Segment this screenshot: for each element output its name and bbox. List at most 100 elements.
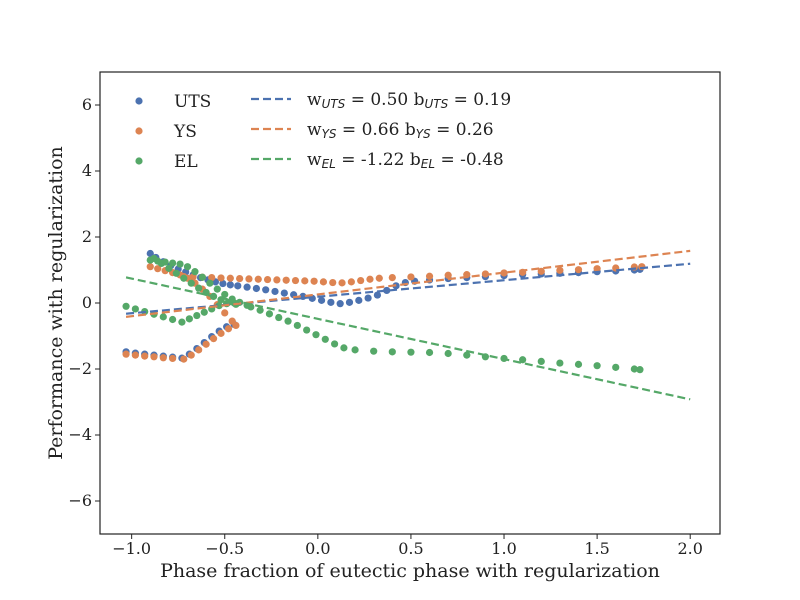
data-point-ys [273, 276, 281, 284]
data-point-ys [217, 329, 225, 337]
fit-line-el [125, 276, 691, 401]
data-point-el [215, 302, 223, 310]
data-point-el [303, 326, 311, 334]
x-tick-label: 1.5 [584, 539, 609, 558]
data-point-uts [271, 287, 279, 296]
data-point-el [388, 348, 396, 356]
y-tick-label: −6 [68, 491, 92, 510]
legend: UTS YS EL wUTS = 0.50 bUTS = 0.19 wYS = 0.66… [135, 90, 511, 172]
data-point-ys [169, 354, 177, 363]
data-point-ys [209, 335, 218, 343]
data-point-el [265, 310, 274, 318]
legend-fit-label-ys: wYS = 0.66 bYS = 0.26 [307, 120, 494, 141]
data-point-el [178, 318, 186, 326]
data-point-el [636, 366, 644, 374]
data-point-el [463, 351, 471, 359]
data-point-ys [159, 354, 167, 362]
x-tick-label: 1.0 [491, 539, 516, 558]
data-point-el [537, 357, 545, 366]
data-point-uts [146, 249, 154, 258]
data-point-el [176, 260, 184, 268]
x-tick-label: −0.5 [205, 539, 244, 558]
data-point-el [193, 311, 201, 320]
legend-fit-label-uts: wUTS = 0.50 bUTS = 0.19 [307, 90, 511, 111]
data-point-el [630, 365, 638, 373]
fit-lines [125, 249, 691, 401]
data-point-uts [226, 281, 234, 289]
data-point-el [321, 335, 329, 343]
data-point-uts [373, 291, 382, 299]
y-tick-label: 0 [82, 293, 92, 312]
data-point-ys [245, 275, 253, 283]
data-point-ys [208, 273, 216, 282]
data-point-ys [217, 274, 225, 282]
data-point-el [191, 268, 199, 276]
data-point-el [169, 315, 177, 324]
data-point-el [612, 363, 620, 371]
data-point-ys [122, 350, 130, 358]
legend-marker-el [135, 157, 143, 165]
data-point-ys [195, 346, 203, 354]
data-point-el [370, 347, 378, 355]
y-tick-label: 6 [82, 95, 92, 114]
legend-marker-ys [135, 127, 143, 135]
legend-marker-uts [135, 97, 143, 105]
data-point-el [351, 346, 359, 354]
data-point-uts [327, 298, 335, 306]
data-point-ys [593, 265, 601, 273]
x-tick-label: 0.0 [305, 539, 330, 558]
data-point-uts [345, 298, 354, 306]
data-point-el [213, 285, 221, 293]
fit-line-uts [125, 262, 691, 315]
data-point-ys [282, 276, 290, 284]
data-point-el [200, 308, 208, 316]
data-point-el [340, 344, 348, 352]
data-point-el [593, 362, 601, 370]
data-point-uts [364, 294, 372, 302]
data-point-ys [319, 278, 328, 286]
data-point-uts [383, 286, 391, 295]
x-tick-label: 0.5 [398, 539, 423, 558]
data-point-el [157, 259, 166, 267]
data-point-el [159, 313, 167, 321]
y-tick-label: 2 [82, 227, 92, 246]
data-point-ys [444, 271, 452, 279]
data-point-el [180, 274, 188, 282]
data-point-uts [262, 286, 270, 294]
x-tick-label: −1.0 [112, 539, 151, 558]
data-point-el [202, 288, 210, 297]
data-point-ys [263, 275, 272, 284]
data-point-uts [355, 296, 363, 304]
data-point-ys [375, 274, 383, 282]
data-point-ys [366, 275, 374, 283]
data-point-ys [301, 277, 309, 285]
data-point-ys [187, 351, 195, 359]
fit-line-ys [125, 249, 691, 318]
data-point-el [165, 264, 173, 272]
y-axis-title: Performance with regularization [45, 146, 67, 460]
data-point-ys [574, 266, 583, 274]
data-point-ys [236, 274, 244, 283]
data-point-ys [202, 340, 210, 348]
data-point-el [284, 317, 292, 325]
legend-fit-label-el: wEL = -1.22 bEL = -0.48 [307, 150, 504, 171]
y-tick-label: 4 [82, 161, 92, 180]
data-point-el [172, 269, 180, 277]
data-point-ys [224, 325, 233, 333]
data-point-el [150, 254, 158, 263]
data-point-el [256, 306, 264, 314]
data-point-el [574, 360, 583, 368]
data-point-ys [131, 351, 139, 359]
data-point-ys [425, 272, 434, 280]
data-point-ys [329, 278, 337, 287]
data-point-el [312, 331, 320, 339]
data-point-el [330, 340, 339, 348]
data-point-ys [537, 267, 545, 275]
data-point-el [221, 290, 229, 299]
data-point-el [425, 348, 434, 357]
data-point-el [407, 348, 415, 356]
data-point-ys [500, 269, 508, 277]
legend-label-uts: UTS [174, 92, 211, 112]
y-tick-label: −2 [68, 359, 92, 378]
